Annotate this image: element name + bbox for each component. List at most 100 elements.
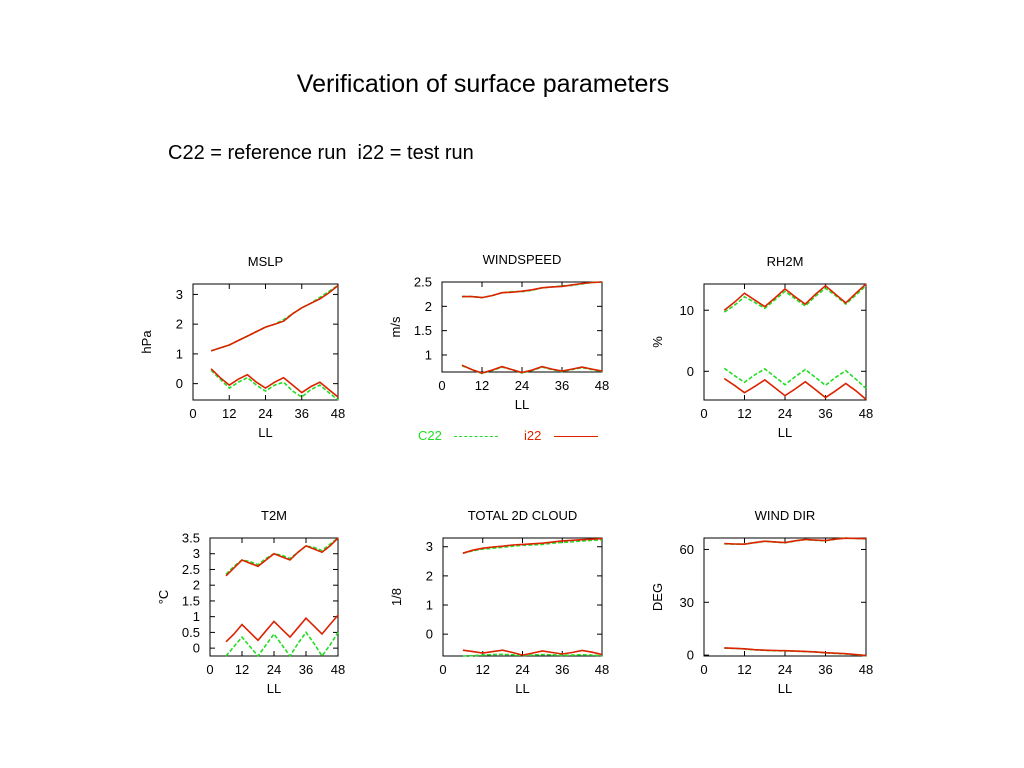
- chart-rh2m: RH2M 0 12 24 36 48 0 10 LL%: [650, 254, 873, 440]
- mslp-xtick-label: 36: [295, 406, 309, 421]
- rh2m-xlabel: LL: [778, 425, 792, 440]
- windspeed-series-i22-lower-line: [461, 364, 603, 374]
- wind-dir-ylabel: DEG: [650, 583, 665, 611]
- wind-dir-xtick-label: 36: [818, 662, 832, 677]
- t2m-ytick-label: 2: [193, 578, 200, 593]
- total-2d-cloud-xtick-label: 0: [439, 662, 446, 677]
- t2m-xlabel: LL: [267, 681, 281, 696]
- rh2m-xtick-label: 36: [818, 406, 832, 421]
- total-2d-cloud-xlabel: LL: [515, 681, 529, 696]
- windspeed-series-i22-upper-line: [462, 281, 603, 299]
- wind-dir-ytick-label: 60: [680, 542, 694, 557]
- t2m-ytick-label: 3.5: [182, 531, 200, 546]
- mslp-series-c22-upper-line: [210, 284, 339, 352]
- t2m-xtick-label: 36: [299, 662, 313, 677]
- total-2d-cloud-ytick-label: 2: [426, 568, 433, 583]
- t2m-series-i22-lower-line: [225, 614, 339, 643]
- total-2d-cloud-ylabel: 1/8: [389, 588, 404, 606]
- legend-label-c22: C22: [418, 428, 442, 443]
- chart-windspeed: WINDSPEED 0 12 24 36 48 1 1.5 2 2.5 LL m/s: [388, 252, 609, 412]
- mslp-xlabel: LL: [258, 425, 272, 440]
- total-2d-cloud-ytick-label: 3: [426, 539, 433, 554]
- windspeed-xtick-label: 0: [438, 378, 445, 393]
- total-2d-cloud-series-i22-lower-line: [462, 649, 603, 656]
- t2m-series-c22-lower-line: [225, 631, 339, 658]
- windspeed-ytick-label: 1.5: [414, 323, 432, 338]
- mslp-series-i22-lower-line: [210, 368, 339, 398]
- windspeed-ytick-label: 2: [425, 299, 432, 314]
- t2m-ytick-label: 3: [193, 546, 200, 561]
- windspeed-xtick-label: 12: [475, 378, 489, 393]
- mslp-series-c22-lower-line: [210, 369, 339, 401]
- mslp-ytick-label: 1: [176, 346, 183, 361]
- mslp-ytick-label: 2: [176, 317, 183, 332]
- total-2d-cloud-xtick-label: 24: [515, 662, 529, 677]
- windspeed-xtick-label: 24: [515, 378, 529, 393]
- t2m-title: T2M: [261, 508, 287, 523]
- rh2m-xtick-label: 0: [700, 406, 707, 421]
- t2m-xtick-label: 24: [267, 662, 281, 677]
- wind-dir-xtick-label: 0: [700, 662, 707, 677]
- chart-wind-dir: WIND DIR 0 12 24 36 48 0 30 60 LL DEG: [650, 508, 873, 696]
- t2m-ytick-label: 1: [193, 609, 200, 624]
- rh2m-ylabel: %: [650, 336, 665, 348]
- t2m-xtick-label: 48: [331, 662, 345, 677]
- total-2d-cloud-plot-frame: [442, 537, 603, 657]
- wind-dir-xtick-label: 12: [737, 662, 751, 677]
- windspeed-xtick-label: 36: [555, 378, 569, 393]
- t2m-xtick-label: 0: [206, 662, 213, 677]
- legend-line-c22: [454, 436, 498, 437]
- windspeed-ylabel: m/s: [388, 316, 403, 337]
- windspeed-xtick-label: 48: [595, 378, 609, 393]
- page-title: Verification of surface parameters: [296, 70, 670, 98]
- windspeed-ytick-label: 1: [425, 347, 432, 362]
- legend-entry-i22: i22: [524, 428, 598, 443]
- total-2d-cloud-title: TOTAL 2D CLOUD: [468, 508, 578, 523]
- wind-dir-series-i22-lower-line: [724, 647, 867, 657]
- mslp-series-i22-upper-line: [210, 284, 339, 352]
- t2m-ylabel: °C: [156, 590, 171, 605]
- rh2m-series-c22-lower-line: [723, 367, 867, 389]
- t2m-ytick-label: 0.5: [182, 625, 200, 640]
- total-2d-cloud-ytick-label: 1: [426, 598, 433, 613]
- mslp-xtick-label: 12: [222, 406, 236, 421]
- t2m-xtick-label: 12: [235, 662, 249, 677]
- rh2m-xtick-label: 48: [859, 406, 873, 421]
- rh2m-xtick-label: 24: [778, 406, 792, 421]
- wind-dir-xlabel: LL: [778, 681, 792, 696]
- mslp-xtick-label: 0: [189, 406, 196, 421]
- wind-dir-ytick-label: 30: [680, 595, 694, 610]
- rh2m-xtick-label: 12: [737, 406, 751, 421]
- rh2m-series-i22-lower-line: [723, 377, 867, 401]
- total-2d-cloud-xtick-label: 36: [555, 662, 569, 677]
- mslp-xtick-label: 48: [331, 406, 345, 421]
- mslp-title: MSLP: [248, 254, 283, 269]
- wind-dir-title: WIND DIR: [755, 508, 816, 523]
- rh2m-plot-frame: [703, 283, 867, 401]
- t2m-ytick-label: 1.5: [182, 593, 200, 608]
- t2m-ytick-label: 2.5: [182, 562, 200, 577]
- wind-dir-xtick-label: 24: [778, 662, 792, 677]
- wind-dir-series-i22-upper-line: [724, 537, 867, 546]
- windspeed-plot-frame: [441, 281, 603, 373]
- t2m-ytick-label: 0: [193, 641, 200, 656]
- total-2d-cloud-series-c22-lower-line: [462, 653, 603, 657]
- rh2m-series-i22-upper-line: [723, 283, 867, 311]
- wind-dir-xtick-label: 48: [859, 662, 873, 677]
- legend-entry-c22: C22: [418, 428, 498, 443]
- rh2m-ytick-label: 0: [687, 364, 694, 379]
- total-2d-cloud-series-i22-upper-line: [462, 537, 603, 554]
- total-2d-cloud-ytick-label: 0: [426, 627, 433, 642]
- legend-line-i22: [554, 436, 598, 437]
- page-subtitle: C22 = reference run i22 = test run: [168, 142, 474, 164]
- rh2m-series-c22-upper-line: [723, 285, 867, 313]
- windspeed-xlabel: LL: [515, 397, 529, 412]
- windspeed-ytick-label: 2.5: [414, 275, 432, 290]
- mslp-xtick-label: 24: [258, 406, 272, 421]
- mslp-ylabel: hPa: [139, 330, 154, 354]
- windspeed-title: WINDSPEED: [483, 252, 562, 267]
- legend-label-i22: i22: [524, 428, 542, 443]
- total-2d-cloud-xtick-label: 48: [595, 662, 609, 677]
